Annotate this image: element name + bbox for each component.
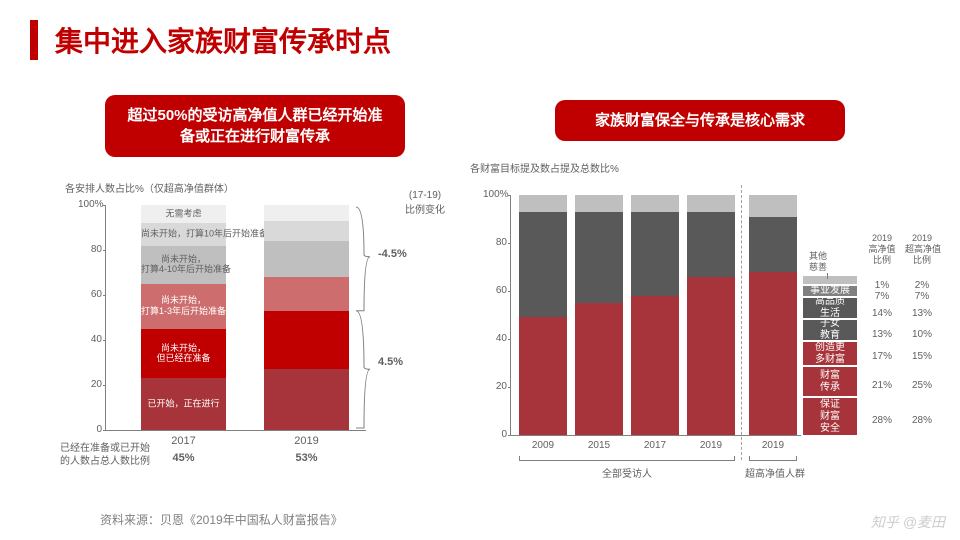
other-label: 其他 慈善 — [809, 251, 827, 273]
source-citation: 资料来源：贝恩《2019年中国私人财富报告》 — [100, 511, 343, 528]
legend-item: 事业发展 — [803, 286, 857, 296]
segment-label: 尚未开始， 打算1-3年后开始准备 — [141, 295, 226, 317]
bar-segment — [687, 195, 735, 212]
x-label: 2015 — [575, 440, 623, 451]
y-tick: 0 — [78, 424, 102, 435]
percent-value: 21% — [865, 380, 899, 391]
segment-label: 尚未开始， 打算4-10年后开始准备 — [141, 254, 226, 276]
y-tick: 60 — [483, 285, 507, 296]
right-plot-area: 020406080100%20092015201720192019全部受访人超高… — [510, 195, 801, 436]
change-annotation: -4.5% — [378, 248, 407, 260]
watermark: 知乎 @麦田 — [871, 512, 945, 532]
bar-segment: 尚未开始，打算10年后开始准备 — [141, 223, 226, 246]
bar-segment — [519, 317, 567, 435]
y-tick: 40 — [483, 333, 507, 344]
callout-right: 家族财富保全与传承是核心需求 — [555, 100, 845, 141]
left-y-axis-title: 各安排人数占比%（仅超高净值群体） — [65, 180, 234, 195]
bar-segment — [264, 221, 349, 241]
percent-value: 14% — [865, 308, 899, 319]
percent-value: 17% — [865, 351, 899, 362]
change-brace — [354, 205, 372, 430]
percent-value: 1% — [865, 280, 899, 291]
right-y-axis-title: 各财富目标提及数占提及总数比% — [470, 160, 619, 175]
page-title: 集中进入家族财富传承时点 — [55, 20, 391, 60]
x-label: 2017 — [141, 435, 226, 447]
x-label: 2019 — [687, 440, 735, 451]
bar-segment: 已开始，正在进行 — [141, 378, 226, 430]
percent-value: 28% — [905, 415, 939, 426]
left-chart: 各安排人数占比%（仅超高净值群体） (17-19) 比例变化 020406080… — [65, 180, 435, 490]
bar-segment — [519, 212, 567, 318]
percent-value: 13% — [865, 329, 899, 340]
x-label: 2019 — [264, 435, 349, 447]
segment-label: 无需考虑 — [141, 209, 226, 220]
bar-segment — [749, 195, 797, 217]
percent-value: 7% — [905, 291, 939, 302]
bar-segment — [575, 303, 623, 435]
bar-segment: 尚未开始， 但已经在准备 — [141, 329, 226, 379]
bar-segment — [687, 212, 735, 277]
x-label: 2009 — [519, 440, 567, 451]
bar-segment — [631, 195, 679, 212]
x-label: 2017 — [631, 440, 679, 451]
bar-segment — [519, 195, 567, 212]
percent-value: 15% — [905, 351, 939, 362]
percent-value: 28% — [865, 415, 899, 426]
group-label-uhnw: 超高净值人群 — [741, 465, 809, 480]
y-tick: 40 — [78, 334, 102, 345]
bar-segment: 无需考虑 — [141, 205, 226, 223]
percent-col-header: 2019 高净值 比例 — [865, 233, 899, 265]
legend-item: 保证 财富 安全 — [803, 398, 857, 435]
segment-label: 尚未开始，打算10年后开始准备 — [141, 229, 226, 240]
footer-percent: 45% — [141, 452, 226, 464]
bar-segment — [631, 296, 679, 435]
y-tick: 60 — [78, 289, 102, 300]
percent-value: 13% — [905, 308, 939, 319]
bar-segment — [264, 277, 349, 311]
x-label: 2019 — [749, 440, 797, 451]
y-tick: 80 — [78, 244, 102, 255]
bar-segment — [749, 272, 797, 435]
title-accent-bar — [30, 20, 38, 60]
bar-segment — [264, 241, 349, 277]
right-chart: 各财富目标提及数占提及总数比% 020406080100%20092015201… — [470, 160, 950, 500]
segment-label: 尚未开始， 但已经在准备 — [141, 343, 226, 365]
bar-segment — [264, 311, 349, 370]
change-annotation: 4.5% — [378, 356, 403, 368]
bar-segment — [264, 369, 349, 430]
bar-segment: 尚未开始， 打算4-10年后开始准备 — [141, 246, 226, 284]
legend-item: 创造更 多财富 — [803, 342, 857, 365]
bar-segment — [749, 217, 797, 272]
legend-item — [803, 276, 857, 284]
left-footer-title: 已经在准备或已开始 的人数占总人数比例 — [60, 442, 150, 468]
bar-segment: 尚未开始， 打算1-3年后开始准备 — [141, 284, 226, 329]
percent-value: 7% — [865, 291, 899, 302]
callout-left: 超过50%的受访高净值人群已经开始准备或正在进行财富传承 — [105, 95, 405, 157]
legend-item: 财富 传承 — [803, 367, 857, 396]
y-tick: 20 — [483, 381, 507, 392]
bar-segment — [264, 205, 349, 221]
footer-percent: 53% — [264, 452, 349, 464]
segment-label: 已开始，正在进行 — [141, 399, 226, 410]
left-change-title: (17-19) 比例变化 — [405, 190, 445, 216]
bar-segment — [687, 277, 735, 435]
y-tick: 0 — [483, 429, 507, 440]
group-divider — [741, 185, 742, 460]
y-tick: 80 — [483, 237, 507, 248]
left-plot-area: 020406080100%已开始，正在进行尚未开始， 但已经在准备尚未开始， 打… — [105, 205, 366, 431]
y-tick: 100% — [78, 199, 102, 210]
y-tick: 100% — [483, 189, 507, 200]
percent-value: 10% — [905, 329, 939, 340]
percent-value: 25% — [905, 380, 939, 391]
legend-item: 子女 教育 — [803, 320, 857, 340]
y-tick: 20 — [78, 379, 102, 390]
bar-segment — [575, 195, 623, 212]
percent-value: 2% — [905, 280, 939, 291]
group-label-all: 全部受访人 — [519, 465, 735, 480]
legend-item: 高品质 生活 — [803, 298, 857, 318]
bar-segment — [575, 212, 623, 303]
bar-segment — [631, 212, 679, 296]
percent-col-header: 2019 超高净值 比例 — [905, 233, 939, 265]
